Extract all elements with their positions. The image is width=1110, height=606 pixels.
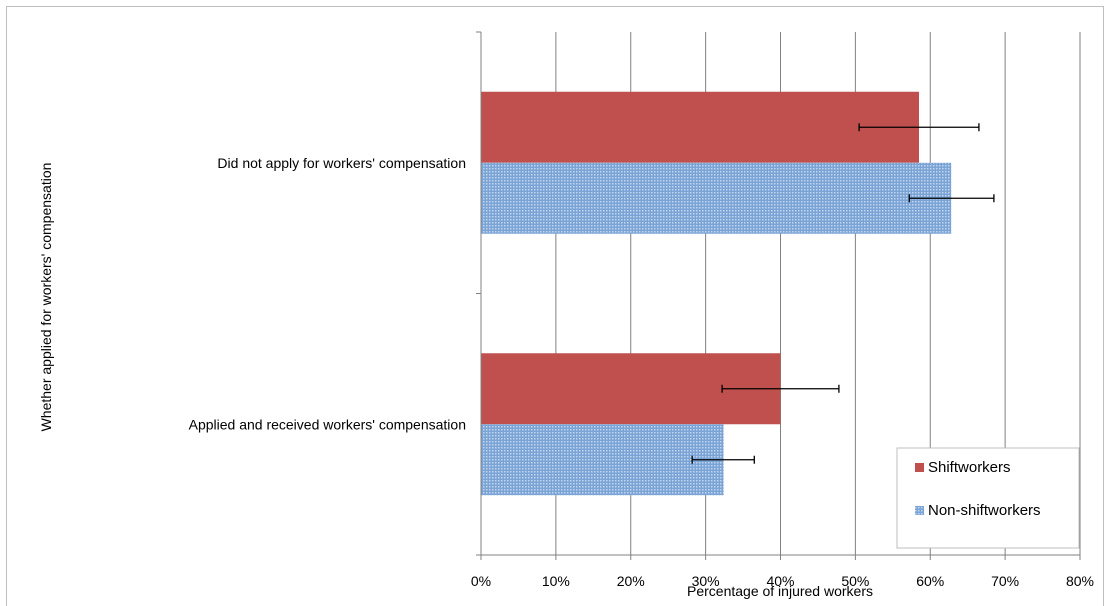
x-tick-label: 60% [916,573,944,589]
y-axis-title: Whether applied for workers' compensatio… [38,163,54,432]
legend: Shiftworkers Non-shiftworkers [896,447,1080,549]
legend-box [896,447,1080,549]
legend-swatch-shiftworkers [915,463,924,472]
bar-shiftworkers [481,91,920,163]
bars [481,91,952,496]
bar-non-shiftworkers [481,424,724,496]
x-tick-labels: 0% 10% 20% 30% 40% 50% 60% 70% 80% [471,573,1094,589]
x-tick-label: 20% [617,573,645,589]
category-label: Applied and received workers' compensati… [189,416,466,432]
chart-frame [6,6,1104,606]
error-bars [691,123,995,464]
x-tick-label: 0% [471,573,491,589]
x-tick-label: 40% [766,573,794,589]
legend-label: Non-shiftworkers [928,502,1041,519]
axes [476,31,1080,556]
category-labels: Did not apply for workers' compensation A… [189,155,466,433]
x-tick-label: 80% [1066,573,1094,589]
x-tick-label: 50% [841,573,869,589]
legend-swatch-non-shiftworkers [915,506,924,515]
bar-non-shiftworkers [481,162,952,234]
x-axis-title: Percentage of injured workers [687,583,873,599]
x-tick-label: 70% [991,573,1019,589]
category-label: Did not apply for workers' compensation [217,155,466,171]
x-tick-label: 30% [692,573,720,589]
x-tick-label: 10% [542,573,570,589]
legend-label: Shiftworkers [928,459,1011,476]
